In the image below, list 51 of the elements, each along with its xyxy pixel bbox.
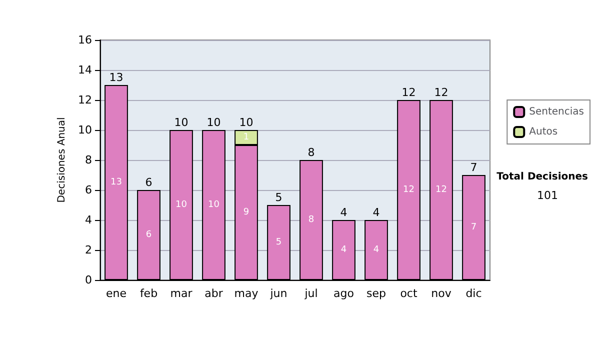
legend-label: Autos <box>529 126 558 138</box>
y-axis-title: Decisiones Anual <box>56 117 68 203</box>
data-label: 9 <box>243 208 250 218</box>
total-label: 10 <box>239 116 254 129</box>
data-label: 5 <box>276 238 282 248</box>
total-label: 12 <box>402 86 416 99</box>
y-tick-label: 0 <box>85 274 92 286</box>
y-tick-label: 6 <box>85 184 92 196</box>
x-tick-label: nov <box>431 287 452 300</box>
x-tick-label: may <box>234 287 259 300</box>
x-tick-label: jul <box>304 287 318 300</box>
data-label: 6 <box>146 230 152 240</box>
x-tick-label: abr <box>204 287 224 300</box>
total-label: 5 <box>275 191 282 204</box>
total-label: 4 <box>372 206 380 219</box>
y-tick-label: 14 <box>78 64 92 76</box>
text: 101 <box>537 189 558 202</box>
y-tick-label: 12 <box>78 94 92 106</box>
total-label: 13 <box>109 71 124 84</box>
total-label: 12 <box>434 86 448 99</box>
data-label: 1 <box>243 132 250 142</box>
y-tick-label: 8 <box>85 154 92 166</box>
data-label: 4 <box>373 245 380 255</box>
total-label: 10 <box>206 116 221 129</box>
data-label: 10 <box>208 200 220 210</box>
x-tick-label: jun <box>269 287 288 300</box>
x-tick-label: mar <box>170 287 193 300</box>
data-label: 10 <box>176 200 188 210</box>
x-tick-label: ago <box>334 287 354 300</box>
x-tick-label: dic <box>466 287 482 300</box>
y-tick-label: 10 <box>78 124 92 136</box>
x-tick-label: feb <box>140 287 158 300</box>
data-label: 7 <box>470 222 477 232</box>
data-label: 8 <box>308 215 314 225</box>
y-tick-label: 16 <box>78 34 92 46</box>
total-label: 8 <box>308 146 315 159</box>
data-label: 12 <box>403 185 414 195</box>
total-label: 4 <box>340 206 348 219</box>
y-tick-label: 2 <box>85 244 92 256</box>
legend-label: Sentencias <box>529 106 584 118</box>
x-tick-label: oct <box>400 287 418 300</box>
y-tick-label: 4 <box>85 214 92 226</box>
text: Total Decisiones <box>496 172 588 182</box>
data-label: 4 <box>340 245 347 255</box>
x-tick-label: ene <box>106 287 127 300</box>
data-label: 13 <box>110 178 122 188</box>
x-tick-label: sep <box>366 287 386 300</box>
total-label: 7 <box>470 161 478 174</box>
total-label: 10 <box>174 116 188 129</box>
data-label: 12 <box>436 185 447 195</box>
total-label: 6 <box>145 176 152 189</box>
